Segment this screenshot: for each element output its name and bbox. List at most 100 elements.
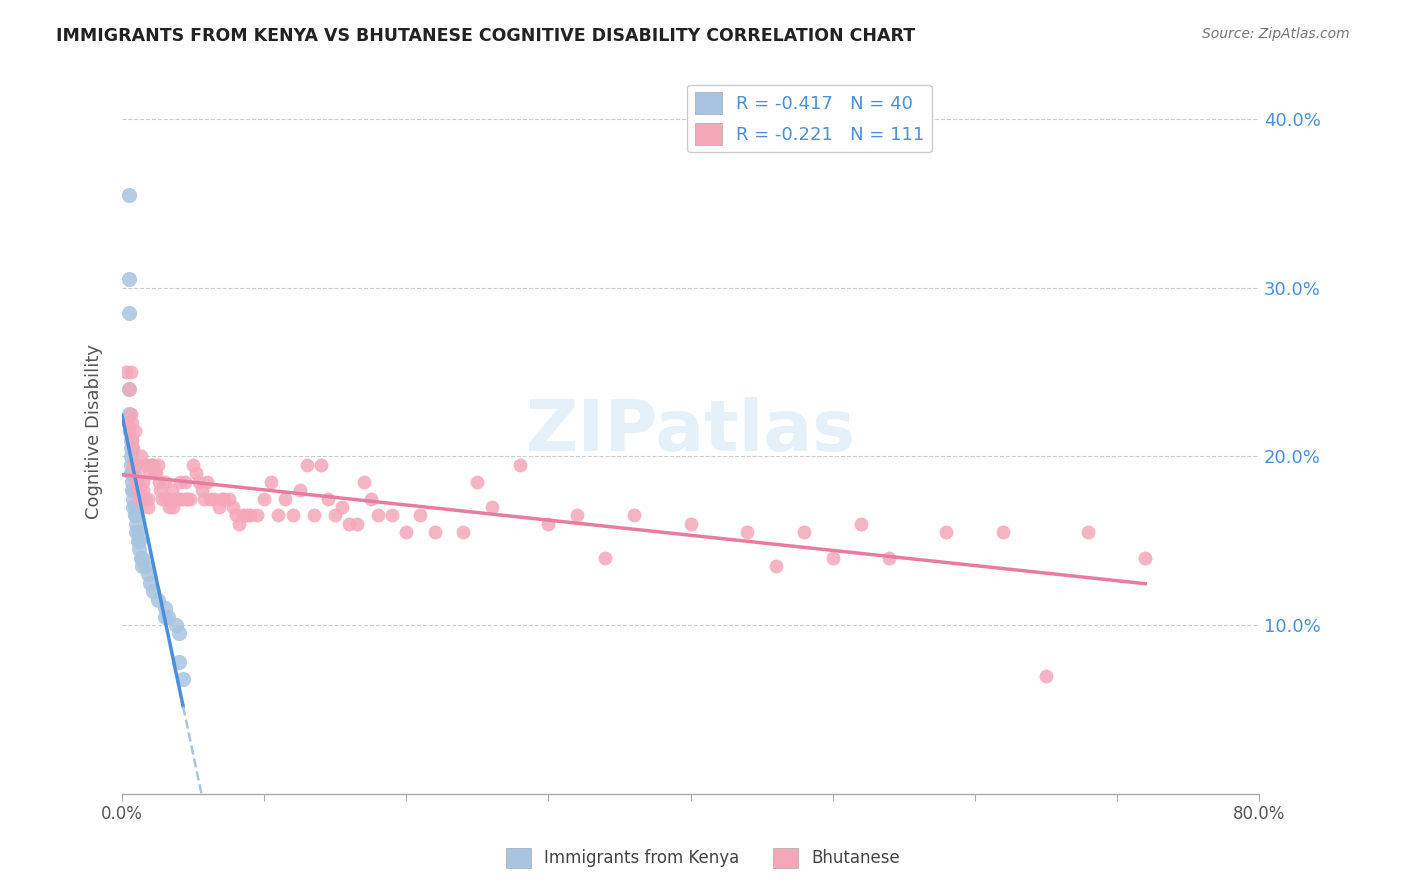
Point <box>239 508 262 523</box>
Point <box>125 508 148 523</box>
Point <box>204 491 226 506</box>
Point <box>1135 550 1157 565</box>
Point <box>193 491 215 506</box>
Point <box>184 467 207 481</box>
Point <box>821 550 844 565</box>
Point <box>128 483 150 497</box>
Point <box>765 559 787 574</box>
Text: IMMIGRANTS FROM KENYA VS BHUTANESE COGNITIVE DISABILITY CORRELATION CHART: IMMIGRANTS FROM KENYA VS BHUTANESE COGNI… <box>56 27 915 45</box>
Point <box>281 508 304 523</box>
Point <box>623 508 645 523</box>
Point <box>120 467 142 481</box>
Point <box>302 508 325 523</box>
Point <box>170 491 193 506</box>
Point <box>125 525 148 540</box>
Point <box>935 525 957 540</box>
Point <box>118 424 141 438</box>
Point <box>120 433 142 447</box>
Point <box>129 550 152 565</box>
Point <box>125 458 148 472</box>
Point <box>146 592 169 607</box>
Point <box>409 508 432 523</box>
Point <box>122 500 145 514</box>
Point <box>124 467 146 481</box>
Point <box>167 655 190 669</box>
Point <box>118 188 141 202</box>
Point <box>353 475 375 489</box>
Point <box>211 491 233 506</box>
Point <box>208 500 231 514</box>
Point <box>142 584 165 599</box>
Point <box>991 525 1014 540</box>
Point <box>120 458 142 472</box>
Point <box>153 475 176 489</box>
Point <box>253 491 276 506</box>
Point <box>138 467 160 481</box>
Point <box>451 525 474 540</box>
Point <box>176 491 198 506</box>
Point <box>195 475 218 489</box>
Point <box>181 458 204 472</box>
Point <box>127 525 149 540</box>
Point <box>121 483 143 497</box>
Point <box>118 382 141 396</box>
Point <box>225 508 247 523</box>
Point <box>125 516 148 531</box>
Point <box>288 483 311 497</box>
Point <box>129 450 152 464</box>
Point <box>295 458 318 472</box>
Point <box>118 407 141 421</box>
Point <box>593 550 616 565</box>
Point <box>132 475 155 489</box>
Point <box>145 467 167 481</box>
Point <box>146 458 169 472</box>
Point <box>141 458 163 472</box>
Point <box>150 491 173 506</box>
Point <box>849 516 872 531</box>
Point <box>679 516 702 531</box>
Point <box>120 441 142 455</box>
Point <box>167 626 190 640</box>
Point <box>160 483 183 497</box>
Point <box>346 516 368 531</box>
Point <box>879 550 901 565</box>
Point <box>121 467 143 481</box>
Point <box>122 491 145 506</box>
Point <box>395 525 418 540</box>
Point <box>169 475 191 489</box>
Point <box>172 672 194 686</box>
Point <box>165 491 187 506</box>
Point <box>214 491 236 506</box>
Point <box>153 601 176 615</box>
Point <box>218 491 240 506</box>
Point <box>565 508 588 523</box>
Point <box>316 491 339 506</box>
Point <box>153 609 176 624</box>
Point <box>129 491 152 506</box>
Point <box>127 533 149 548</box>
Point <box>131 491 153 506</box>
Point <box>381 508 404 523</box>
Point <box>121 475 143 489</box>
Point <box>190 483 212 497</box>
Point <box>136 567 159 582</box>
Point <box>157 500 180 514</box>
Point <box>134 458 156 472</box>
Point <box>228 516 250 531</box>
Point <box>260 475 283 489</box>
Point <box>481 500 503 514</box>
Point <box>122 483 145 497</box>
Point <box>737 525 759 540</box>
Point <box>179 491 201 506</box>
Point <box>360 491 382 506</box>
Point <box>125 475 148 489</box>
Point <box>367 508 389 523</box>
Point <box>122 458 145 472</box>
Point <box>128 542 150 557</box>
Point <box>120 365 142 379</box>
Point <box>139 575 162 590</box>
Point <box>134 559 156 574</box>
Point <box>509 458 531 472</box>
Point <box>118 306 141 320</box>
Point <box>793 525 815 540</box>
